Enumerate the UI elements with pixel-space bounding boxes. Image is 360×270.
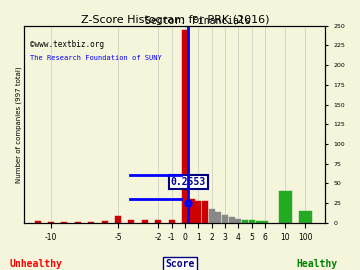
Bar (215, 212, 221, 223)
Bar (129, 220, 134, 223)
Bar (235, 219, 242, 223)
Bar (242, 220, 248, 223)
Bar (88, 222, 94, 223)
Bar (48, 222, 54, 223)
Bar (249, 220, 255, 223)
Bar (182, 30, 188, 223)
Bar (35, 221, 41, 223)
Bar (202, 201, 208, 223)
Text: Sector: Financials: Sector: Financials (145, 16, 251, 26)
Text: ©www.textbiz.org: ©www.textbiz.org (30, 40, 104, 49)
Bar (222, 215, 228, 223)
Bar (256, 221, 262, 223)
Bar (195, 201, 201, 223)
Bar (262, 221, 268, 223)
Bar (102, 221, 108, 223)
Text: 0.2553: 0.2553 (171, 177, 206, 187)
Bar (75, 222, 81, 223)
Text: Score: Score (165, 259, 195, 269)
Title: Z-Score Histogram for PRK (2016): Z-Score Histogram for PRK (2016) (81, 15, 269, 25)
Y-axis label: Number of companies (997 total): Number of companies (997 total) (15, 66, 22, 183)
Text: Healthy: Healthy (296, 259, 337, 269)
Bar (189, 199, 195, 223)
Bar (115, 217, 121, 223)
Text: The Research Foundation of SUNY: The Research Foundation of SUNY (30, 55, 162, 61)
Bar (155, 220, 161, 223)
Text: Unhealthy: Unhealthy (10, 259, 62, 269)
Bar (229, 217, 235, 223)
Bar (299, 211, 312, 223)
Bar (279, 191, 292, 223)
Bar (168, 220, 175, 223)
Bar (62, 222, 67, 223)
Bar (142, 220, 148, 223)
Bar (209, 209, 215, 223)
